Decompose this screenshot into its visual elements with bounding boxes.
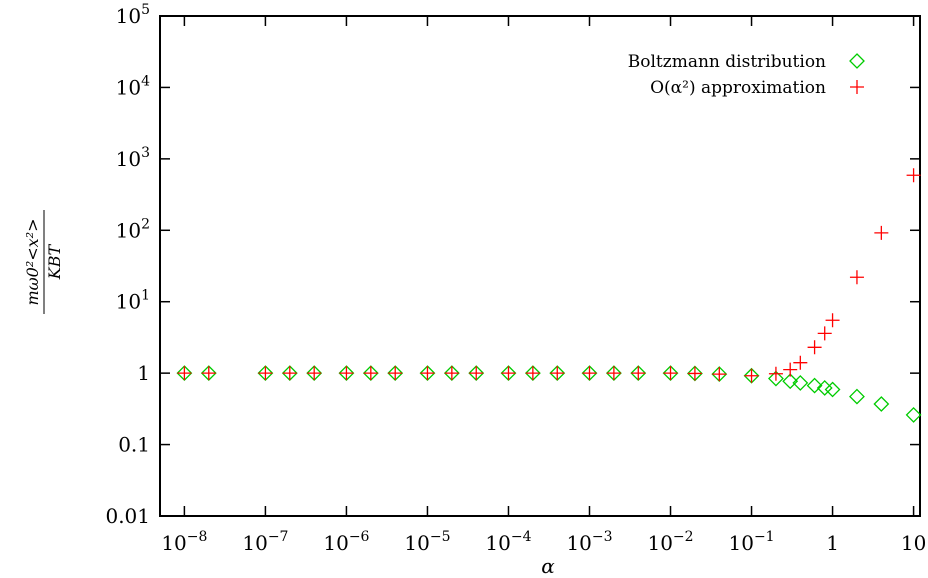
data-point-diamond xyxy=(443,365,460,382)
data-point-diamond xyxy=(200,365,217,382)
data-point-diamond xyxy=(468,365,485,382)
data-point-plus xyxy=(768,366,783,381)
series-approximation xyxy=(177,168,921,383)
x-tick-label: 10−1 xyxy=(728,529,774,555)
x-axis-title: α xyxy=(541,554,555,578)
data-point-diamond xyxy=(338,365,355,382)
y-tick-label: 103 xyxy=(116,145,150,171)
x-tick-label: 10−2 xyxy=(647,529,693,555)
data-point-diamond xyxy=(782,373,799,390)
y-axis-title: mω0²<x²> KBT xyxy=(23,210,64,314)
data-point-diamond xyxy=(306,365,323,382)
x-tick-label: 10−8 xyxy=(161,529,207,555)
y-tick-label: 0.01 xyxy=(105,504,150,528)
data-point-diamond xyxy=(686,365,703,382)
data-point-plus xyxy=(420,366,435,381)
data-point-diamond xyxy=(873,396,890,412)
data-point-plus xyxy=(177,366,192,381)
data-point-plus xyxy=(793,355,808,370)
data-point-plus xyxy=(582,366,597,381)
legend: Boltzmann distribution O(α²) approximatio… xyxy=(628,52,865,98)
legend-symbol-plus xyxy=(850,80,864,94)
y-tick-label: 104 xyxy=(116,73,150,99)
y-tick-label: 102 xyxy=(116,216,150,242)
data-point-plus xyxy=(282,366,297,381)
data-point-plus xyxy=(469,366,484,381)
data-point-diamond xyxy=(630,365,647,382)
data-point-plus xyxy=(825,313,840,328)
data-point-plus xyxy=(339,366,354,381)
data-point-diamond xyxy=(711,366,728,383)
data-point-plus xyxy=(525,366,540,381)
series-layer xyxy=(176,168,922,423)
legend-label: O(α²) approximation xyxy=(650,78,826,98)
data-point-diamond xyxy=(281,365,298,382)
y-axis-title-denominator: KBT xyxy=(45,243,64,280)
x-tick-label: 1 xyxy=(826,531,839,555)
data-point-diamond xyxy=(387,365,404,382)
series-boltzmann xyxy=(176,365,922,423)
y-axis-title-numerator: mω0²<x²> xyxy=(23,218,42,305)
data-point-plus xyxy=(363,366,378,381)
data-point-diamond xyxy=(605,365,622,382)
x-tick-label: 10−7 xyxy=(242,529,288,555)
data-point-diamond xyxy=(257,365,274,382)
y-tick-label: 101 xyxy=(116,288,150,314)
x-tick-label: 10 xyxy=(901,531,926,555)
plot-frame xyxy=(159,15,921,517)
data-point-plus xyxy=(258,366,273,381)
data-point-plus xyxy=(444,366,459,381)
data-point-plus xyxy=(663,366,678,381)
data-point-diamond xyxy=(549,365,566,382)
data-point-plus xyxy=(807,340,822,355)
x-tick-label: 10−5 xyxy=(404,529,450,555)
data-point-diamond xyxy=(768,370,784,387)
legend-label: Boltzmann distribution xyxy=(628,52,826,72)
data-point-plus xyxy=(550,366,565,381)
data-point-diamond xyxy=(500,365,517,382)
data-point-plus xyxy=(501,366,516,381)
x-axis: 10−8 10−7 10−6 10−5 10−4 10−3 10−2 10−1 1 10 xyxy=(161,16,926,555)
legend-symbol-diamond xyxy=(849,53,865,69)
data-point-plus xyxy=(906,168,921,183)
data-point-diamond xyxy=(362,365,379,382)
y-tick-label: 105 xyxy=(116,2,150,28)
data-point-diamond xyxy=(176,365,193,382)
data-point-diamond xyxy=(662,365,679,382)
data-point-diamond xyxy=(824,381,841,398)
data-point-plus xyxy=(817,326,832,341)
y-axis: 0.01 0.1 1 101 102 103 104 105 xyxy=(105,2,920,528)
x-tick-label: 10−4 xyxy=(485,529,531,555)
data-point-plus xyxy=(849,270,864,285)
data-point-plus xyxy=(388,366,403,381)
data-point-diamond xyxy=(806,377,823,394)
data-point-plus xyxy=(687,366,702,381)
data-point-plus xyxy=(744,368,759,383)
data-point-diamond xyxy=(419,365,436,382)
y-tick-label: 1 xyxy=(137,361,150,385)
data-point-plus xyxy=(783,362,798,377)
plot-frame-layer xyxy=(159,15,921,517)
data-point-diamond xyxy=(849,388,865,405)
data-point-plus xyxy=(712,367,727,382)
x-tick-label: 10−6 xyxy=(323,529,369,555)
data-point-diamond xyxy=(524,365,541,382)
y-tick-label: 0.1 xyxy=(118,433,150,457)
data-point-diamond xyxy=(905,407,922,423)
data-point-plus xyxy=(874,225,889,240)
x-tick-label: 10−3 xyxy=(566,529,612,555)
data-point-plus xyxy=(631,366,646,381)
data-point-diamond xyxy=(792,374,809,391)
data-point-plus xyxy=(201,366,216,381)
data-point-plus xyxy=(606,366,621,381)
data-point-diamond xyxy=(581,365,598,382)
data-point-plus xyxy=(307,366,322,381)
